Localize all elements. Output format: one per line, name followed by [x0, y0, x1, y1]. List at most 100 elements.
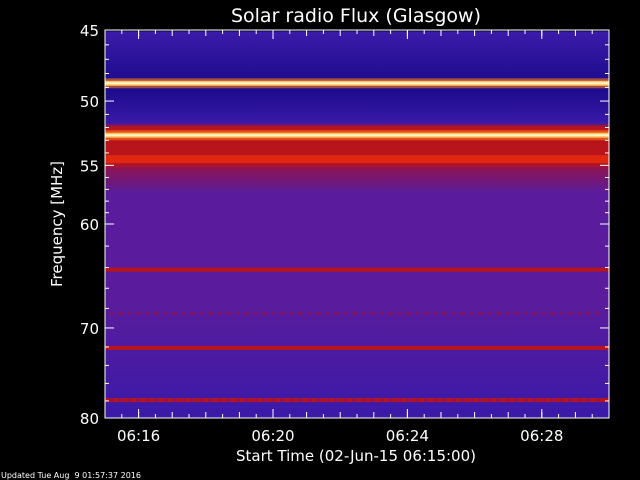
- band-dash: [397, 399, 402, 402]
- y-tick-label: 70: [80, 320, 99, 338]
- band-dash: [352, 312, 357, 315]
- x-axis: 06:16 06:20 06:24 06:28: [117, 30, 593, 445]
- band-dash: [415, 312, 420, 315]
- band-dash: [118, 312, 123, 315]
- y-tick-label: 50: [80, 93, 99, 111]
- band-dash: [208, 312, 213, 315]
- band-core: [105, 134, 609, 137]
- band-dash: [595, 399, 600, 402]
- band-dash: [190, 312, 195, 315]
- band-dash: [217, 399, 222, 402]
- band-dash: [460, 399, 465, 402]
- band-dash: [451, 399, 456, 402]
- band-dash: [307, 399, 312, 402]
- band-dash: [478, 399, 483, 402]
- band-dash: [253, 399, 258, 402]
- band-dash: [145, 399, 150, 402]
- band-dash: [235, 312, 240, 315]
- y-tick-label: 45: [80, 22, 99, 40]
- band-dash: [154, 399, 159, 402]
- band-dash: [541, 399, 546, 402]
- band-dash: [127, 312, 132, 315]
- band-dash: [163, 399, 168, 402]
- band-dash: [199, 399, 204, 402]
- band-dash: [172, 399, 177, 402]
- band-dash: [442, 312, 447, 315]
- band-dash: [298, 312, 303, 315]
- band-dash: [433, 312, 438, 315]
- band-dash: [361, 399, 366, 402]
- band-dash: [568, 399, 573, 402]
- y-tick-label: 60: [80, 216, 99, 234]
- band-dash: [244, 399, 249, 402]
- band-dash: [505, 312, 510, 315]
- band-dash: [406, 399, 411, 402]
- band-dash: [487, 312, 492, 315]
- band-dash: [550, 399, 555, 402]
- band-dash: [406, 312, 411, 315]
- x-tick-label: 06:28: [520, 427, 563, 445]
- band-dash: [154, 312, 159, 315]
- band-dash: [280, 399, 285, 402]
- chart-title: Solar radio Flux (Glasgow): [231, 5, 481, 27]
- band-dash: [559, 399, 564, 402]
- band-dash: [217, 312, 222, 315]
- band-dash: [388, 312, 393, 315]
- band-dash: [595, 312, 600, 315]
- band-dash: [379, 312, 384, 315]
- band-dash: [145, 312, 150, 315]
- x-tick-label: 06:24: [386, 427, 429, 445]
- band-dash: [379, 399, 384, 402]
- x-tick-label: 06:16: [117, 427, 160, 445]
- band-dash: [307, 312, 312, 315]
- y-axis-label: Frequency [MHz]: [48, 161, 66, 287]
- band-dash: [325, 312, 330, 315]
- band-dash: [226, 399, 231, 402]
- band-dash: [541, 312, 546, 315]
- band-dash: [514, 312, 519, 315]
- band-dash: [199, 312, 204, 315]
- x-tick-label: 06:20: [251, 427, 294, 445]
- band-dash: [505, 399, 510, 402]
- band-dash: [451, 312, 456, 315]
- band-dash: [271, 399, 276, 402]
- band-dash: [226, 312, 231, 315]
- band-dash: [523, 312, 528, 315]
- band-dash: [109, 312, 114, 315]
- band-dash: [136, 399, 141, 402]
- y-axis: 45 50 55 60 70 80: [80, 22, 609, 428]
- band-dash: [172, 312, 177, 315]
- band-dash: [568, 312, 573, 315]
- band-dash: [550, 312, 555, 315]
- band-dash: [181, 399, 186, 402]
- band-dash: [577, 399, 582, 402]
- band-dash: [181, 312, 186, 315]
- band-dash: [496, 399, 501, 402]
- band-dash: [361, 312, 366, 315]
- band-dash: [478, 312, 483, 315]
- band-dash: [262, 399, 267, 402]
- band-dash: [262, 312, 267, 315]
- y-tick-label: 80: [80, 410, 99, 428]
- band-dash: [118, 399, 123, 402]
- x-axis-label: Start Time (02-Jun-15 06:15:00): [236, 447, 476, 465]
- band-dash: [577, 312, 582, 315]
- band-dash: [271, 312, 276, 315]
- band-dash: [136, 312, 141, 315]
- band-dash: [586, 312, 591, 315]
- frequency-band: [105, 155, 609, 164]
- band-dash: [469, 399, 474, 402]
- band-dash: [442, 399, 447, 402]
- band-dash: [496, 312, 501, 315]
- band-dash: [586, 399, 591, 402]
- band-dash: [469, 312, 474, 315]
- band-dash: [190, 399, 195, 402]
- plot-area: [104, 29, 610, 419]
- spectrogram-background: [105, 30, 609, 418]
- band-dash: [424, 399, 429, 402]
- band-dash: [289, 399, 294, 402]
- band-dash: [163, 312, 168, 315]
- band-dash: [316, 312, 321, 315]
- band-dash: [559, 312, 564, 315]
